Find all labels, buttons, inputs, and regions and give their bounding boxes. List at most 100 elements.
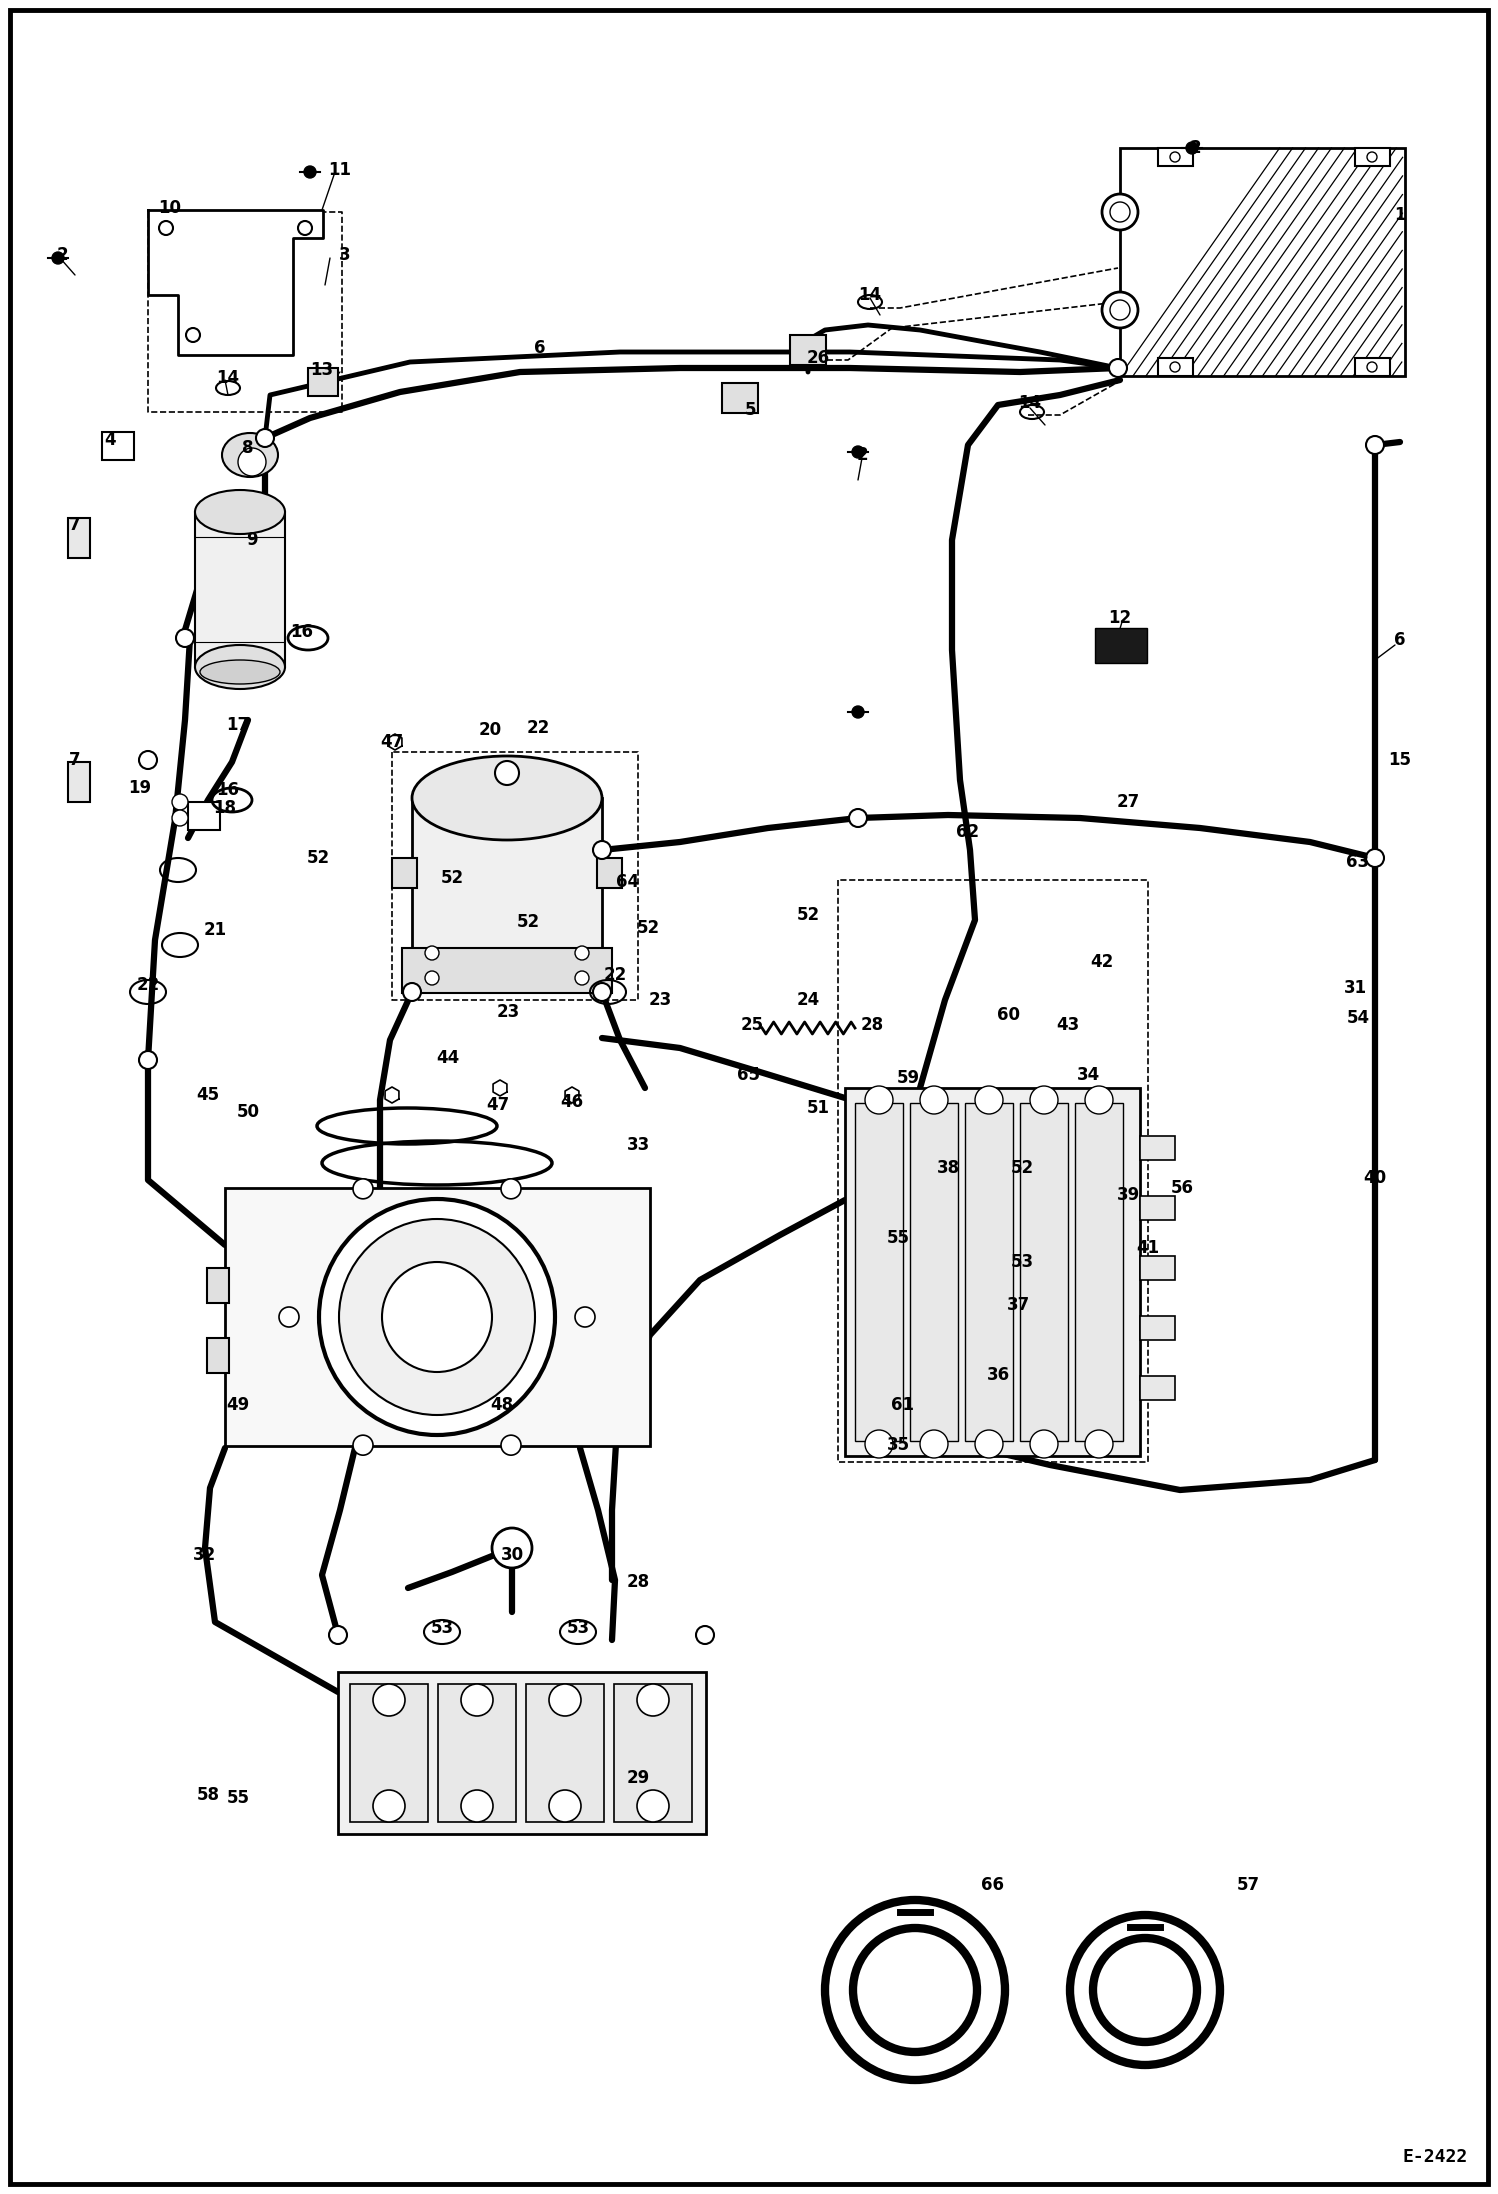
Ellipse shape <box>222 432 279 476</box>
Circle shape <box>1103 292 1138 327</box>
Text: 30: 30 <box>500 1547 524 1564</box>
Text: 66: 66 <box>981 1876 1004 1893</box>
Text: 34: 34 <box>1077 1066 1100 1084</box>
Circle shape <box>354 1178 373 1198</box>
Text: 40: 40 <box>1363 1169 1387 1187</box>
Text: 56: 56 <box>1170 1178 1194 1198</box>
Circle shape <box>593 983 611 1000</box>
Circle shape <box>403 983 421 1000</box>
Text: 53: 53 <box>430 1619 454 1637</box>
Bar <box>1158 147 1192 167</box>
Circle shape <box>172 810 189 825</box>
Circle shape <box>637 1790 670 1821</box>
Circle shape <box>1170 151 1180 162</box>
Text: 52: 52 <box>797 906 819 924</box>
Circle shape <box>1170 362 1180 373</box>
Polygon shape <box>388 735 401 750</box>
Text: 3: 3 <box>339 246 351 263</box>
Text: 5: 5 <box>745 402 756 419</box>
Text: 19: 19 <box>129 779 151 796</box>
Circle shape <box>354 1435 373 1455</box>
Circle shape <box>1368 362 1377 373</box>
Polygon shape <box>493 1079 506 1097</box>
Circle shape <box>500 1435 521 1455</box>
Text: 24: 24 <box>797 992 819 1009</box>
Text: 49: 49 <box>226 1395 250 1413</box>
Circle shape <box>304 167 316 178</box>
Text: 55: 55 <box>226 1788 250 1808</box>
Text: 44: 44 <box>436 1049 460 1066</box>
Circle shape <box>852 706 864 717</box>
Circle shape <box>1031 1086 1058 1115</box>
Text: 17: 17 <box>226 715 250 735</box>
Circle shape <box>373 1685 404 1716</box>
Bar <box>207 1268 229 1303</box>
Text: 47: 47 <box>380 733 403 750</box>
Bar <box>526 1685 604 1821</box>
Circle shape <box>139 750 157 770</box>
Circle shape <box>920 1086 948 1115</box>
Text: 48: 48 <box>490 1395 514 1413</box>
Bar <box>845 1088 1140 1457</box>
Circle shape <box>159 222 172 235</box>
Circle shape <box>1103 193 1138 230</box>
Circle shape <box>373 1790 404 1821</box>
Text: 7: 7 <box>69 750 81 770</box>
Circle shape <box>975 1086 1004 1115</box>
Circle shape <box>1109 360 1126 377</box>
Bar <box>102 432 133 461</box>
Text: 37: 37 <box>1007 1297 1029 1314</box>
Bar <box>1356 358 1390 375</box>
Bar <box>67 518 90 557</box>
Bar <box>1140 1196 1174 1220</box>
Bar <box>909 1104 959 1441</box>
Bar <box>855 1104 903 1441</box>
Text: 53: 53 <box>1011 1253 1034 1270</box>
Circle shape <box>319 1198 554 1435</box>
Text: 6: 6 <box>1395 632 1405 649</box>
Circle shape <box>52 252 64 263</box>
Text: 2: 2 <box>857 445 867 463</box>
Text: 14: 14 <box>216 369 240 386</box>
Bar <box>1140 1376 1174 1400</box>
Text: 52: 52 <box>440 869 463 886</box>
Circle shape <box>1368 151 1377 162</box>
Bar <box>1356 147 1390 167</box>
Bar <box>392 858 416 889</box>
Text: 13: 13 <box>310 362 334 380</box>
Circle shape <box>1186 143 1198 154</box>
Text: 22: 22 <box>136 976 160 994</box>
Circle shape <box>1085 1086 1113 1115</box>
Bar <box>1140 1316 1174 1341</box>
Text: 53: 53 <box>566 1619 590 1637</box>
Text: 18: 18 <box>214 799 237 816</box>
Bar <box>598 858 622 889</box>
Bar <box>195 511 285 667</box>
Circle shape <box>339 1220 535 1415</box>
Ellipse shape <box>195 489 285 533</box>
Text: 38: 38 <box>936 1158 960 1176</box>
Text: 26: 26 <box>806 349 830 366</box>
Text: 58: 58 <box>196 1786 220 1803</box>
Text: E-2422: E-2422 <box>1402 2148 1468 2165</box>
Bar <box>1140 1255 1174 1279</box>
Text: 50: 50 <box>237 1104 259 1121</box>
Text: 2: 2 <box>1189 138 1201 158</box>
Circle shape <box>975 1430 1004 1459</box>
Text: 28: 28 <box>860 1016 884 1033</box>
Text: 1: 1 <box>1395 206 1405 224</box>
Bar <box>207 1338 229 1373</box>
Text: 4: 4 <box>105 430 115 450</box>
Bar <box>1076 1104 1124 1441</box>
Circle shape <box>575 972 589 985</box>
Bar <box>67 761 90 803</box>
Text: 6: 6 <box>535 340 545 358</box>
Text: 8: 8 <box>243 439 253 456</box>
Circle shape <box>425 972 439 985</box>
Circle shape <box>1366 849 1384 867</box>
Text: 20: 20 <box>478 722 502 739</box>
Circle shape <box>593 840 611 860</box>
Circle shape <box>920 1430 948 1459</box>
Circle shape <box>330 1626 348 1643</box>
Bar <box>309 369 339 395</box>
